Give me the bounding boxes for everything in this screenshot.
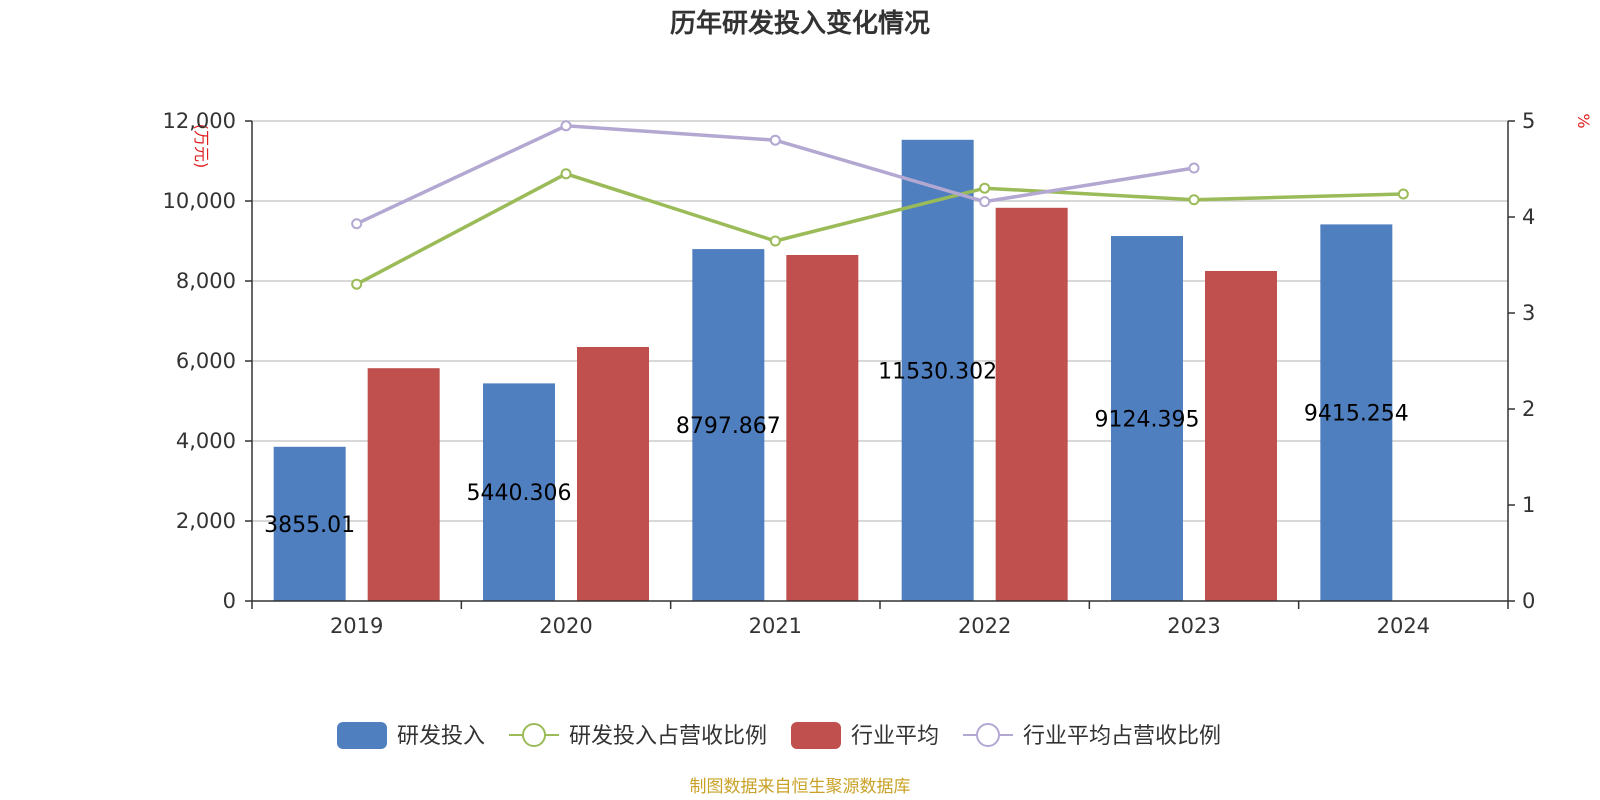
bar-data-label: 3855.01: [264, 513, 355, 538]
bar: [577, 347, 649, 601]
right-tick-label: 5: [1522, 109, 1535, 133]
bar: [273, 446, 346, 601]
left-tick-label: 0: [223, 589, 236, 613]
line-point: [560, 120, 572, 132]
legend: 研发投入 研发投入占营收比例 行业平均 行业平均占营收比例: [337, 722, 1221, 749]
lines: [351, 120, 1409, 290]
bar: [692, 249, 765, 601]
bar: [901, 139, 974, 602]
data-labels: 3855.01 5440.306 8797.867 11530.302 9124.395…: [264, 359, 1409, 538]
line-point: [560, 168, 572, 180]
bar-data-label: 9415.254: [1304, 402, 1409, 427]
line-point: [351, 278, 363, 290]
legend-swatch-marker: [522, 723, 546, 747]
bar: [367, 368, 440, 601]
left-tick-label: 6,000: [176, 349, 236, 373]
right-tick-label: 4: [1522, 205, 1535, 229]
x-tick-label: 2023: [1167, 614, 1220, 638]
legend-swatch-bar: [791, 722, 841, 749]
bar-data-label: 8797.867: [676, 414, 781, 439]
legend-label: 行业平均: [851, 724, 939, 749]
bar: [1205, 271, 1277, 601]
legend-label: 研发投入占营收比例: [569, 724, 767, 749]
bars: [273, 139, 1393, 602]
right-tick-label: 2: [1522, 397, 1535, 421]
line-point: [1188, 162, 1200, 174]
series-line: [355, 171, 1404, 286]
gridlines: [252, 120, 1508, 522]
left-tick-label: 12,000: [163, 109, 236, 133]
bar-data-label: 11530.302: [878, 359, 997, 384]
legend-label: 行业平均占营收比例: [1023, 724, 1221, 749]
line-point: [1397, 188, 1409, 200]
x-tick-label: 2022: [958, 614, 1011, 638]
line-point: [351, 218, 363, 230]
line-point: [979, 196, 991, 208]
right-tick-label: 3: [1522, 301, 1535, 325]
left-axis-unit: (万元): [192, 124, 211, 169]
bar: [786, 255, 859, 601]
legend-swatch-marker: [976, 723, 1000, 747]
bar: [483, 383, 555, 601]
bar-data-label: 9124.395: [1095, 408, 1200, 433]
bar-data-label: 5440.306: [467, 481, 572, 506]
right-tick-label: 1: [1522, 493, 1535, 517]
source-note: 制图数据来自恒生聚源数据库: [690, 777, 911, 797]
x-tick-label: 2021: [749, 614, 802, 638]
left-tick-label: 4,000: [176, 429, 236, 453]
line-point: [769, 235, 781, 247]
line-point: [979, 182, 991, 194]
legend-swatch-bar: [337, 722, 387, 749]
bar: [1320, 224, 1393, 602]
right-axis-unit: %: [1574, 113, 1593, 128]
axes: 0 2,000 4,000 6,000 8,000 10,000 12,000 0 1 2 3 4 5 2…: [163, 109, 1536, 638]
left-tick-label: 10,000: [163, 189, 236, 213]
right-tick-label: 0: [1522, 589, 1535, 613]
x-tick-label: 2024: [1377, 614, 1430, 638]
line-point: [769, 134, 781, 146]
chart-title: 历年研发投入变化情况: [670, 8, 930, 39]
bar: [995, 207, 1068, 602]
left-tick-label: 8,000: [176, 269, 236, 293]
left-tick-label: 2,000: [176, 509, 236, 533]
line-point: [1188, 194, 1200, 206]
x-tick-label: 2019: [330, 614, 383, 638]
bar: [1111, 236, 1183, 601]
x-tick-label: 2020: [539, 614, 592, 638]
legend-label: 研发投入: [397, 724, 485, 749]
